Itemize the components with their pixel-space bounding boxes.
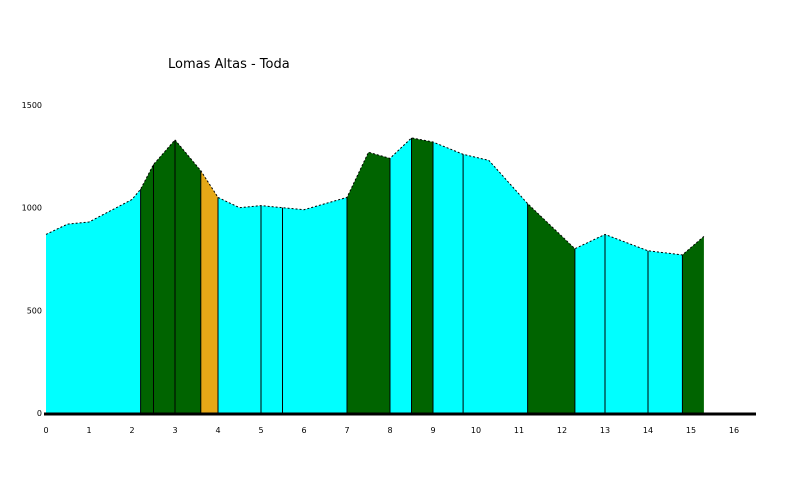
x-tick-label: 4 <box>215 426 220 435</box>
x-tick-label: 3 <box>172 426 177 435</box>
segment-dividers <box>140 137 683 413</box>
profile-line <box>45 137 705 256</box>
segment-area-2 <box>140 139 201 413</box>
segment-area-1 <box>46 189 141 413</box>
x-tick-label: 1 <box>86 426 91 435</box>
segment-area-5 <box>347 152 390 413</box>
x-tick-label: 7 <box>344 426 349 435</box>
y-tick-label: 1500 <box>22 101 42 110</box>
x-tick-label: 13 <box>600 426 610 435</box>
x-tick-label: 11 <box>514 426 524 435</box>
segment-area-6 <box>390 137 412 413</box>
y-tick-label: 500 <box>27 306 42 315</box>
segment-area-7 <box>411 137 433 413</box>
x-tick-label: 9 <box>430 426 435 435</box>
segment-area-8 <box>433 142 528 413</box>
y-axis-ticks: 0 500 1000 1500 <box>22 101 42 418</box>
y-tick-label: 0 <box>37 409 42 418</box>
x-axis-ticks: 0 1 2 3 4 5 6 7 8 9 10 11 12 13 14 15 16 <box>43 426 739 435</box>
segment-area-11 <box>682 236 704 413</box>
x-tick-label: 12 <box>557 426 567 435</box>
x-tick-label: 16 <box>729 426 739 435</box>
x-tick-label: 14 <box>643 426 653 435</box>
x-tick-label: 10 <box>471 426 481 435</box>
segment-area-10 <box>574 234 683 413</box>
y-tick-label: 1000 <box>22 204 42 213</box>
x-tick-label: 8 <box>387 426 392 435</box>
x-tick-label: 5 <box>258 426 263 435</box>
segment-area-3 <box>200 170 218 413</box>
chart-title: Lomas Altas - Toda <box>168 57 290 72</box>
x-tick-label: 0 <box>43 426 48 435</box>
x-tick-label: 2 <box>129 426 134 435</box>
x-tick-label: 6 <box>301 426 306 435</box>
x-tick-label: 15 <box>686 426 696 435</box>
segment-area-9 <box>527 203 575 413</box>
